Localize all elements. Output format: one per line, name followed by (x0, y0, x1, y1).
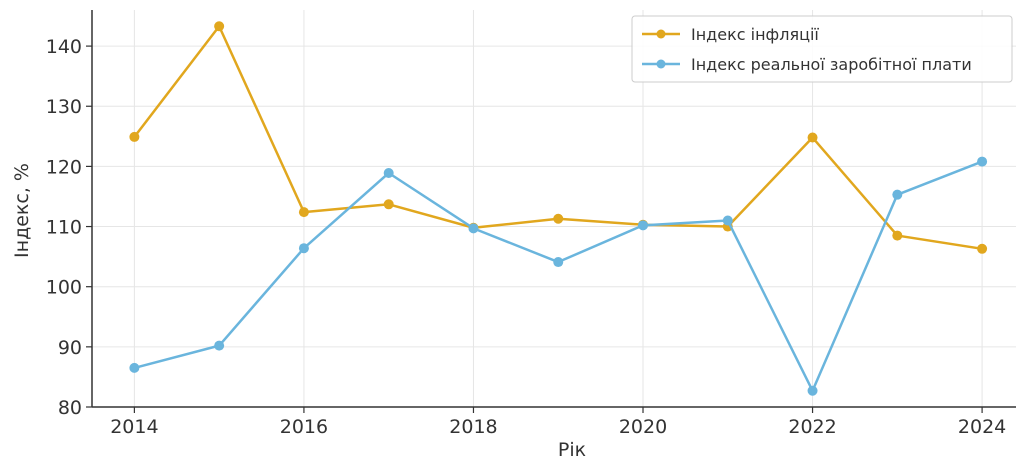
y-axis-title: Індекс, % (11, 163, 33, 258)
data-point-inflation (892, 230, 903, 241)
x-tick-label: 2014 (110, 416, 158, 438)
data-point-real-wage (892, 189, 903, 200)
data-point-inflation (807, 132, 818, 143)
x-tick-label: 2018 (449, 416, 497, 438)
data-point-real-wage (638, 220, 649, 231)
y-axis-ticks: 80 90 100 110 120 130 140 (46, 36, 92, 419)
legend-label-real-wage: Індекс реальної заробітної плати (691, 55, 972, 74)
x-tick-label: 2022 (788, 416, 836, 438)
y-tick-label: 130 (46, 96, 82, 118)
data-point-real-wage (468, 223, 479, 234)
y-tick-label: 140 (46, 36, 82, 58)
data-point-real-wage (383, 168, 394, 179)
axes (91, 10, 1016, 408)
y-tick-label: 80 (58, 397, 82, 419)
series-real-wage (129, 156, 988, 396)
x-tick-label: 2020 (619, 416, 667, 438)
data-point-real-wage (977, 156, 988, 167)
legend-item-inflation: Індекс інфляції (642, 25, 819, 44)
data-point-real-wage (129, 362, 140, 373)
data-point-real-wage (553, 257, 564, 268)
legend: Індекс інфляції Індекс реальної заробітн… (631, 15, 1013, 83)
data-point-inflation (977, 243, 988, 254)
data-point-inflation (214, 21, 225, 32)
x-axis-title: Рік (558, 439, 586, 461)
x-axis-ticks: 2014 2016 2018 2020 2022 2024 (110, 407, 1006, 438)
data-point-inflation (383, 199, 394, 210)
legend-box (631, 15, 1013, 83)
legend-item-real-wage: Індекс реальної заробітної плати (642, 55, 972, 74)
data-point-real-wage (807, 385, 818, 396)
y-tick-label: 110 (46, 217, 82, 239)
data-point-real-wage (214, 340, 225, 351)
legend-marker-inflation (656, 29, 666, 39)
y-tick-label: 90 (58, 337, 82, 359)
series-line-real-wage (134, 160, 983, 393)
data-point-inflation (298, 207, 309, 218)
data-point-inflation (129, 131, 140, 142)
series-layer (129, 21, 988, 396)
x-tick-label: 2016 (280, 416, 328, 438)
x-tick-label: 2024 (958, 416, 1006, 438)
y-tick-label: 100 (46, 277, 82, 299)
legend-label-inflation: Індекс інфляції (691, 25, 819, 44)
data-point-inflation (553, 213, 564, 224)
data-point-real-wage (722, 215, 733, 226)
legend-marker-real-wage (656, 59, 666, 69)
y-tick-label: 120 (46, 156, 82, 178)
data-point-real-wage (298, 243, 309, 254)
